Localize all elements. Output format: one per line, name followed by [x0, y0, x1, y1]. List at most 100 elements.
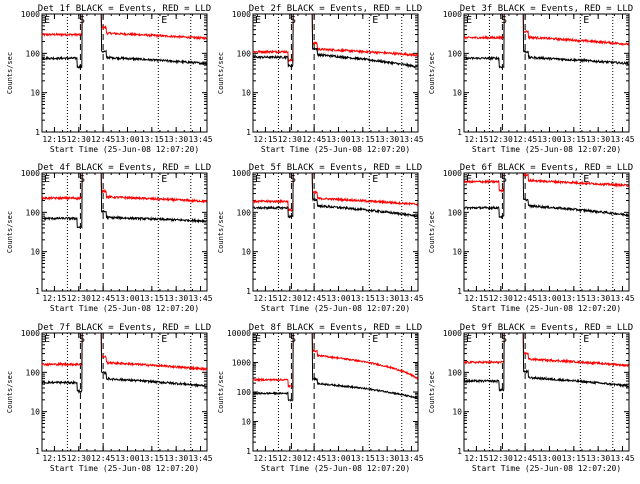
x-tick-label: 13:15	[140, 454, 164, 463]
y-axis-label: Counts/sec	[6, 371, 14, 413]
x-axis-label: Start Time (25-Jun-08 12:07:20)	[261, 304, 410, 313]
y-tick-label: 1	[457, 287, 462, 296]
end-marker-label: E	[583, 334, 589, 345]
end-marker-label: E	[44, 15, 50, 26]
y-tick-label: 100	[237, 208, 252, 217]
end-marker-label: E	[372, 334, 378, 345]
x-tick-label: 13:15	[562, 135, 586, 144]
x-tick-label: 12:45	[513, 135, 537, 144]
x-tick-label: 12:45	[302, 454, 326, 463]
y-axis-label: Counts/sec	[217, 211, 225, 253]
lld-series-line	[252, 13, 419, 63]
y-tick-label: 10	[30, 89, 40, 98]
lld-series-line	[463, 13, 629, 47]
plot-det-1: Det 1f BLACK = Events, RED = LLD 1 10 100 10…	[6, 4, 213, 154]
end-marker-label: E	[161, 174, 167, 185]
x-tick-label: 13:30	[375, 454, 399, 463]
x-tick-label: 13:00	[115, 454, 139, 463]
y-tick-label: 1000	[443, 10, 462, 19]
x-tick-label: 12:30	[278, 294, 302, 303]
plot-frame	[463, 332, 630, 452]
x-axis-label: Start Time (25-Jun-08 12:07:20)	[50, 464, 199, 473]
events-series-line	[463, 172, 629, 220]
x-axis-label: Start Time (25-Jun-08 12:07:20)	[472, 304, 621, 313]
events-series-line	[41, 172, 208, 230]
x-tick-label: 13:45	[610, 294, 634, 303]
x-tick-label: 13:00	[537, 135, 561, 144]
y-axis-label: Counts/sec	[217, 52, 225, 94]
y-tick-label: 1	[246, 287, 251, 296]
x-tick-label: 12:30	[67, 294, 91, 303]
y-tick-label: 1000	[21, 10, 40, 19]
end-marker-label: E	[161, 15, 167, 26]
lld-series-line	[252, 172, 419, 213]
y-tick-label: 1000	[21, 169, 40, 178]
x-axis-label: Start Time (25-Jun-08 12:07:20)	[261, 464, 410, 473]
x-tick-label: 12:30	[67, 135, 91, 144]
end-marker-label: E	[372, 174, 378, 185]
x-tick-label: 12:45	[91, 454, 115, 463]
x-axis-label: Start Time (25-Jun-08 12:07:20)	[472, 145, 621, 154]
y-tick-label: 10	[452, 89, 462, 98]
y-tick-label: 100	[237, 49, 252, 58]
lld-series-line	[463, 172, 630, 193]
y-tick-label: 10	[30, 248, 40, 257]
x-tick-label: 12:30	[489, 294, 513, 303]
x-tick-label: 13:45	[188, 135, 212, 144]
y-axis-label: Counts/sec	[6, 211, 14, 253]
events-series-line	[252, 172, 419, 219]
plot-frame	[252, 332, 419, 452]
plot-det-6: Det 6f BLACK = Events, RED = LLD 1 10 100 10…	[428, 163, 635, 313]
plot-frame	[463, 172, 630, 292]
y-tick-label: 1000	[232, 359, 251, 368]
x-tick-label: 13:15	[351, 454, 375, 463]
x-tick-label: 12:15	[42, 135, 66, 144]
x-tick-label: 13:45	[188, 454, 212, 463]
x-tick-label: 12:15	[464, 454, 488, 463]
end-marker-label: E	[583, 15, 589, 26]
plot-det-8: Det 8f BLACK = Events, RED = LLD 1 10 100 10…	[217, 323, 424, 473]
x-tick-label: 13:15	[140, 135, 164, 144]
plot-frame	[252, 13, 419, 133]
x-tick-label: 12:30	[67, 454, 91, 463]
y-tick-label: 1	[35, 128, 40, 137]
y-tick-label: 100	[237, 388, 252, 397]
x-tick-label: 13:45	[399, 294, 423, 303]
y-tick-label: 1000	[232, 169, 251, 178]
end-marker-label: E	[466, 174, 472, 185]
plot-title: Det 3f BLACK = Events, RED = LLD	[460, 4, 633, 14]
x-tick-label: 13:00	[326, 454, 350, 463]
x-tick-label: 13:15	[351, 135, 375, 144]
end-marker-label: E	[255, 15, 261, 26]
events-series-line	[252, 332, 418, 402]
y-tick-label: 10	[30, 408, 40, 417]
x-tick-label: 13:00	[115, 294, 139, 303]
y-tick-label: 10	[452, 408, 462, 417]
end-marker-label: E	[583, 174, 589, 185]
y-axis-label: Counts/sec	[6, 52, 14, 94]
plot-frame	[41, 13, 208, 133]
events-series-line	[463, 13, 629, 69]
y-tick-label: 10000	[227, 329, 251, 338]
lld-series-line	[41, 172, 207, 204]
lld-series-line	[252, 332, 419, 389]
x-tick-label: 12:45	[513, 454, 537, 463]
x-tick-label: 12:30	[278, 135, 302, 144]
y-tick-label: 1	[35, 287, 40, 296]
y-axis-label: Counts/sec	[428, 52, 436, 94]
x-tick-label: 13:30	[164, 454, 188, 463]
plot-frame	[463, 13, 630, 133]
x-tick-label: 13:00	[537, 454, 561, 463]
y-tick-label: 1000	[443, 169, 462, 178]
y-axis-label: Counts/sec	[428, 211, 436, 253]
y-tick-label: 100	[448, 49, 463, 58]
x-tick-label: 12:45	[302, 135, 326, 144]
x-tick-label: 13:30	[586, 135, 610, 144]
y-tick-label: 100	[26, 208, 41, 217]
y-tick-label: 100	[448, 208, 463, 217]
plot-frame	[252, 172, 419, 292]
x-tick-label: 13:00	[115, 135, 139, 144]
y-tick-label: 10	[452, 248, 462, 257]
plot-title: Det 7f BLACK = Events, RED = LLD	[38, 323, 211, 333]
